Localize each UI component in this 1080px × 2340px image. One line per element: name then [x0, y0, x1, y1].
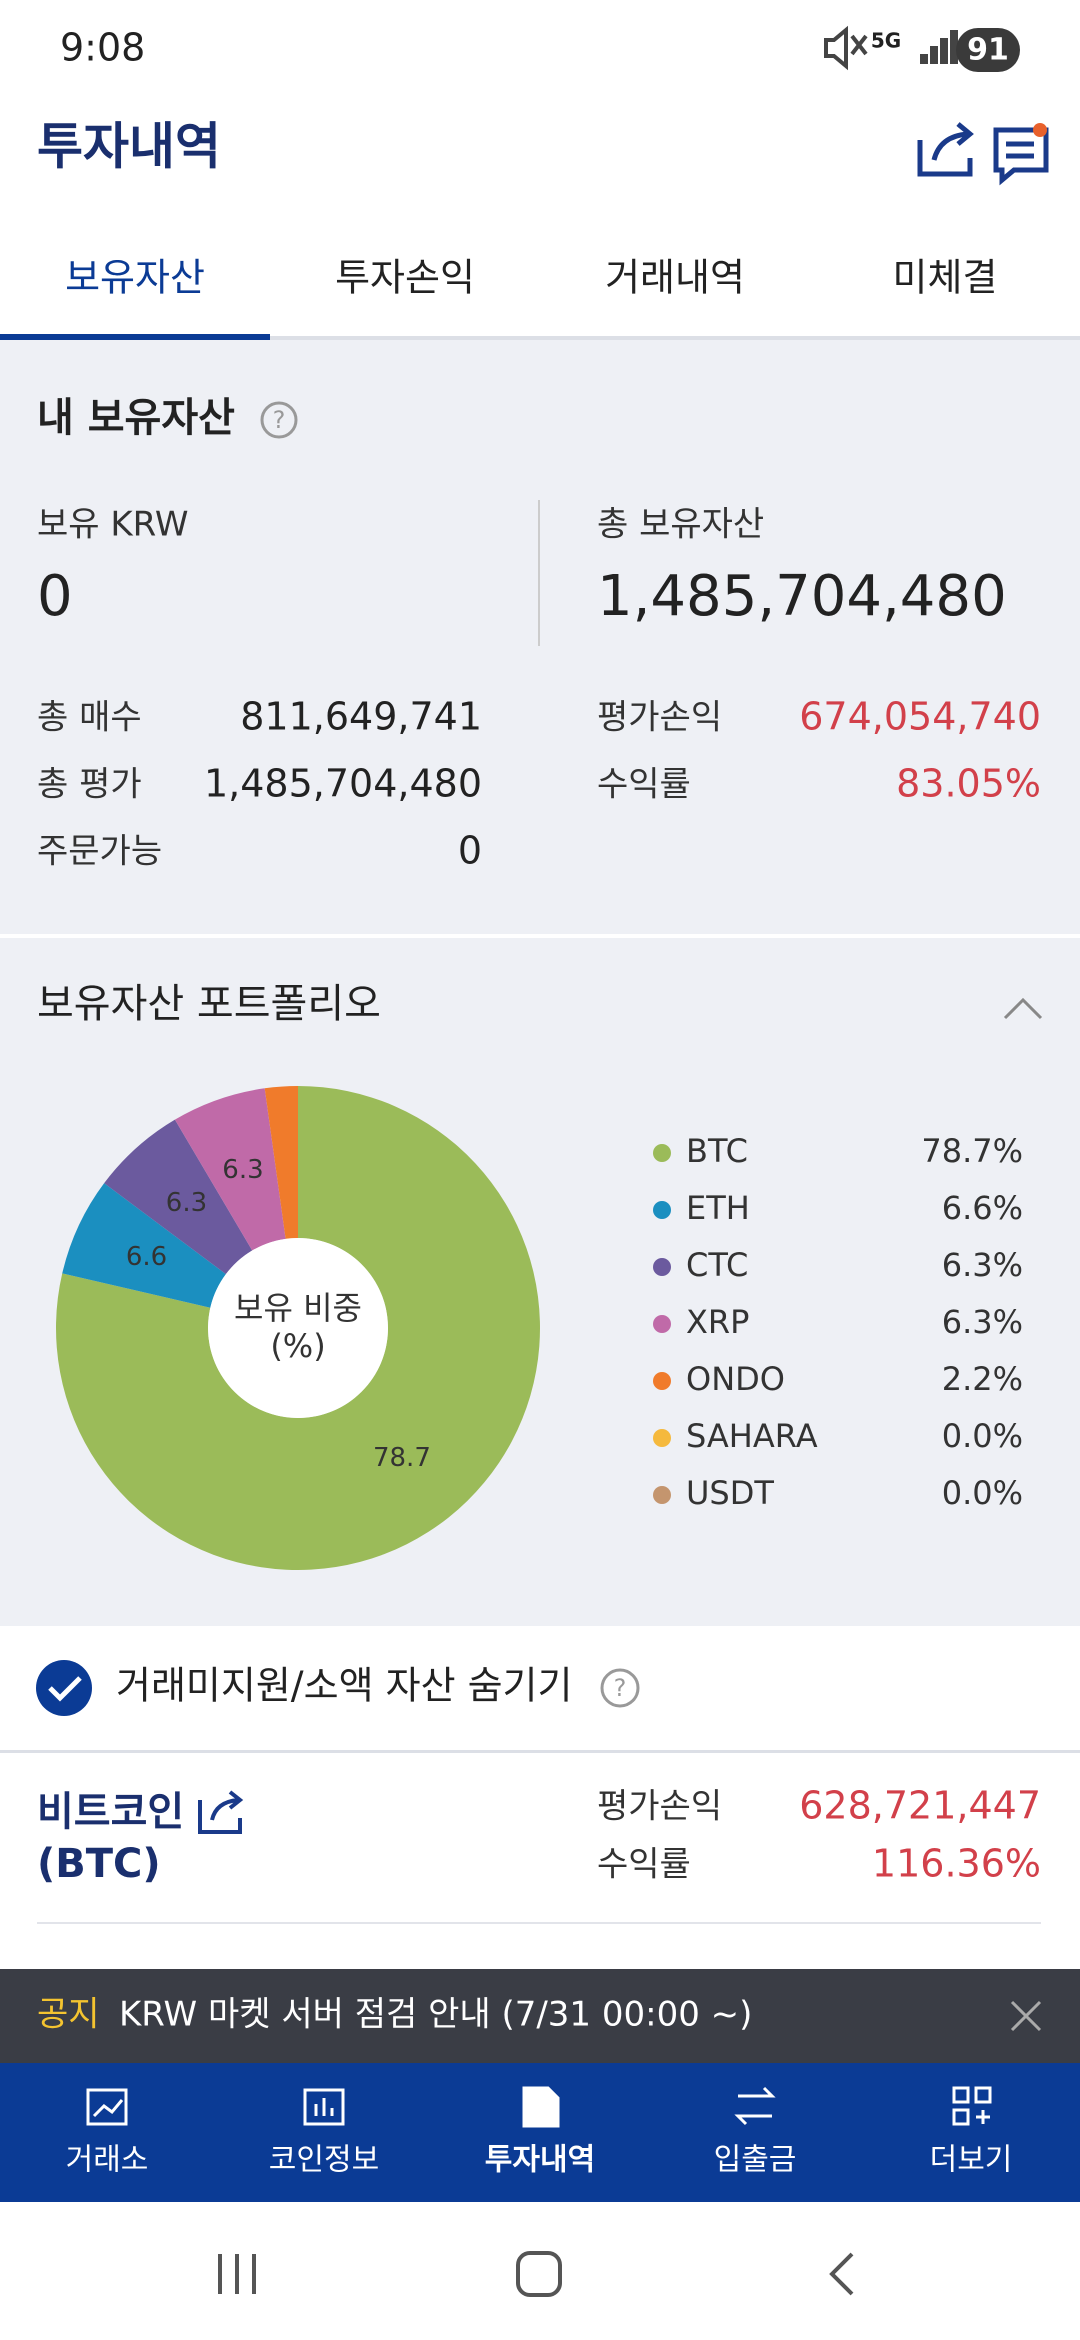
legend-swatch	[653, 1486, 671, 1504]
legend-value: 0.0%	[942, 1474, 1023, 1512]
row-label: 총 평가	[37, 765, 142, 805]
row-label: 주문가능	[37, 832, 162, 872]
legend-swatch	[653, 1429, 671, 1447]
nav-item[interactable]: 거래소	[66, 2143, 149, 2178]
notice-close[interactable]	[1010, 2000, 1042, 2032]
center-label: 보유 비중	[234, 1289, 362, 1327]
legend-value: 6.6%	[942, 1189, 1023, 1227]
slice	[264, 1086, 298, 1239]
nav-icons	[86, 2086, 992, 2128]
status-icons	[824, 25, 958, 71]
legend-name: BTC	[686, 1132, 748, 1170]
row-label: 총 매수	[37, 698, 142, 738]
legend-value: 0.0%	[942, 1417, 1023, 1455]
help-icon-mark: ?	[273, 406, 286, 434]
coin-share[interactable]	[198, 1790, 244, 1834]
tab[interactable]: 투자손익	[335, 256, 475, 300]
row-label: 수익률	[597, 765, 691, 805]
notice-bar[interactable]	[0, 1969, 1080, 2063]
legend-swatch	[653, 1372, 671, 1390]
legend: BTC 78.7% ETH 6.6% CTC 6.3% XRP 6.3% ONDO 2.2% SAH…	[653, 1132, 1023, 1512]
help-icon-mark: ?	[614, 1674, 627, 1702]
row-value: 628,721,447	[799, 1784, 1041, 1828]
filter-label: 거래미지원/소액 자산 숨기기	[116, 1664, 572, 1708]
share-button[interactable]	[917, 122, 974, 177]
row-value: 0	[458, 829, 482, 873]
battery-level: 91	[967, 33, 1009, 68]
status-network: 5G	[871, 29, 901, 53]
legend-swatch	[653, 1201, 671, 1219]
legend-name: ETH	[686, 1189, 750, 1227]
chart-title: 보유자산 포트폴리오	[37, 981, 381, 1027]
legend-value: 2.2%	[942, 1360, 1023, 1398]
row-value: 674,054,740	[799, 695, 1041, 739]
nav-item[interactable]: 코인정보	[269, 2143, 379, 2178]
donut-hole	[208, 1238, 388, 1418]
notes-button[interactable]	[993, 127, 1049, 186]
center-label: (%)	[270, 1327, 325, 1365]
slice	[62, 1183, 226, 1308]
divider	[37, 1922, 1041, 1924]
slice	[174, 1088, 286, 1251]
notification-dot	[1033, 123, 1047, 137]
collapse-button[interactable]	[1003, 997, 1043, 1020]
section-title: 내 보유자산	[37, 395, 235, 441]
status-time: 9:08	[60, 26, 145, 70]
nav-item[interactable]: 투자내역	[485, 2143, 595, 2178]
total-value: 1,485,704,480	[597, 564, 1007, 629]
legend-swatch	[653, 1258, 671, 1276]
bottom-nav	[0, 2063, 1080, 2202]
row-label: 평가손익	[597, 698, 722, 738]
coin-name[interactable]: 비트코인	[37, 1789, 184, 1835]
tab[interactable]: 미체결	[893, 256, 998, 300]
slice	[104, 1119, 253, 1275]
battery-pill	[956, 28, 1020, 72]
legend-swatch	[653, 1315, 671, 1333]
slice-label: 6.3	[222, 1155, 263, 1185]
legend-name: USDT	[686, 1474, 774, 1512]
tab[interactable]: 보유자산	[65, 256, 205, 300]
tab-bar: 보유자산 투자손익 거래내역 미체결	[65, 256, 997, 300]
slice-label: 78.7	[373, 1443, 431, 1473]
row-value: 811,649,741	[240, 695, 482, 739]
slice-label: 6.6	[126, 1242, 167, 1272]
legend-name: ONDO	[686, 1360, 785, 1398]
notice-text: KRW 마켓 서버 점검 안내 (7/31 00:00 ~)	[119, 1995, 752, 2035]
legend-value: 78.7%	[921, 1132, 1023, 1170]
slice-label: 6.3	[166, 1188, 207, 1218]
slice	[56, 1086, 541, 1570]
notice-tag: 공지	[37, 1995, 100, 2035]
row-label: 수익률	[597, 1845, 691, 1885]
tab[interactable]: 거래내역	[605, 256, 745, 300]
legend-name: SAHARA	[686, 1417, 818, 1455]
nav-item[interactable]: 더보기	[930, 2143, 1013, 2178]
page-title: 투자내역	[37, 118, 221, 176]
tab-indicator	[0, 334, 270, 340]
total-label: 총 보유자산	[597, 505, 764, 545]
legend-name: XRP	[686, 1303, 749, 1341]
help-icon[interactable]	[260, 401, 298, 439]
legend-name: CTC	[686, 1246, 748, 1284]
legend-swatch	[653, 1144, 671, 1162]
row-value: 116.36%	[872, 1842, 1041, 1886]
coin-symbol: (BTC)	[37, 1841, 161, 1887]
nav-item[interactable]: 입출금	[714, 2143, 797, 2178]
donut-chart: 78.7 6.6 6.3 6.3 보유 비중(%)	[56, 1086, 541, 1570]
legend-value: 6.3%	[942, 1246, 1023, 1284]
row-label: 평가손익	[597, 1787, 722, 1827]
row-value: 83.05%	[896, 762, 1041, 806]
checkbox[interactable]	[36, 1660, 92, 1716]
checkbox-check	[48, 1676, 82, 1702]
legend-value: 6.3%	[942, 1303, 1023, 1341]
system-nav	[218, 2251, 854, 2297]
help-icon[interactable]	[600, 1668, 640, 1708]
divider	[0, 1750, 1080, 1753]
krw-label: 보유 KRW	[37, 505, 189, 545]
tab-divider	[0, 336, 1080, 340]
section-divider	[0, 934, 1080, 938]
krw-value: 0	[37, 564, 73, 629]
row-value: 1,485,704,480	[204, 762, 482, 806]
